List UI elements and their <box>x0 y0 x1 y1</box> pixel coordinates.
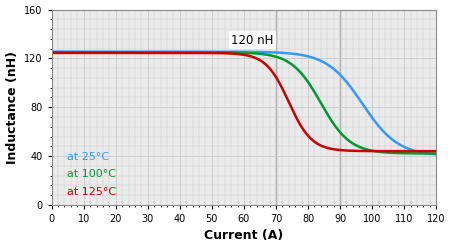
at 100°C <box>49 51 54 54</box>
at 25°C <box>349 87 354 90</box>
at 100°C <box>433 152 439 155</box>
Y-axis label: Inductance (nH): Inductance (nH) <box>5 51 18 164</box>
at 25°C <box>356 96 361 99</box>
X-axis label: Current (A): Current (A) <box>204 229 284 243</box>
Text: at 25°C: at 25°C <box>67 152 109 162</box>
at 100°C <box>88 51 94 54</box>
Text: 120 nH: 120 nH <box>231 34 273 47</box>
at 100°C <box>349 141 354 144</box>
at 125°C <box>433 150 439 153</box>
at 125°C <box>49 51 54 54</box>
at 125°C <box>313 141 318 144</box>
Text: at 125°C: at 125°C <box>67 187 116 197</box>
at 25°C <box>88 50 94 53</box>
at 25°C <box>218 50 224 53</box>
at 25°C <box>204 50 210 53</box>
Text: at 100°C: at 100°C <box>67 169 116 180</box>
at 125°C <box>88 51 94 54</box>
Line: at 25°C: at 25°C <box>51 52 436 155</box>
Line: at 100°C: at 100°C <box>51 52 436 154</box>
at 125°C <box>218 52 224 55</box>
at 25°C <box>433 153 439 156</box>
at 125°C <box>349 149 354 152</box>
at 100°C <box>204 51 210 54</box>
at 125°C <box>356 150 361 153</box>
Line: at 125°C: at 125°C <box>51 53 436 151</box>
at 100°C <box>313 93 318 96</box>
at 100°C <box>356 145 361 148</box>
at 25°C <box>49 50 54 53</box>
at 125°C <box>204 52 210 55</box>
at 100°C <box>218 51 224 54</box>
at 25°C <box>313 57 318 60</box>
